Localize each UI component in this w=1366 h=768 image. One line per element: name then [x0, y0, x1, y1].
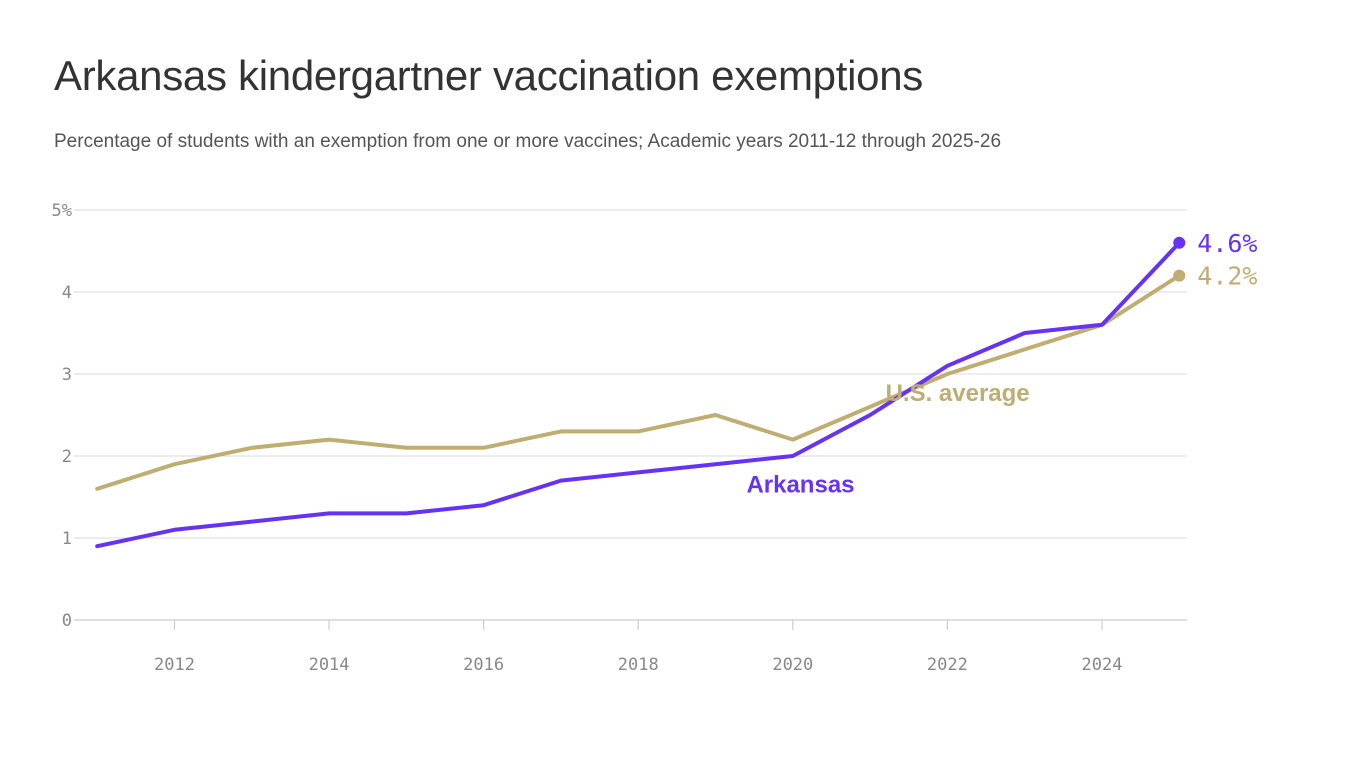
end-value-label-arkansas: 4.6% [1197, 229, 1257, 258]
series-end-point-u-s-average [1173, 269, 1186, 282]
x-tick-label: 2024 [1082, 655, 1123, 675]
x-tick-label: 2016 [463, 655, 504, 675]
y-tick-label: 0 [62, 611, 72, 631]
series-name-label-arkansas: Arkansas [746, 472, 854, 499]
y-tick-label: 5% [52, 201, 72, 221]
chart-subtitle: Percentage of students with an exemption… [54, 131, 1002, 152]
series-labels: 4.2% 4.6% U.S. average Arkansas [746, 229, 1257, 499]
end-value-label-u-s-average: 4.2% [1197, 262, 1257, 291]
series-lines [95, 236, 1186, 549]
x-tick-label: 2014 [309, 655, 350, 675]
y-tick-label: 2 [62, 447, 72, 467]
x-axis-ticks: 2012 2014 2016 2018 2020 2022 2024 [154, 620, 1122, 675]
series-name-label-us-average: U.S. average [886, 380, 1030, 407]
y-tick-label: 4 [62, 283, 72, 303]
y-tick-label: 1 [62, 529, 72, 549]
chart-title: Arkansas kindergartner vaccination exemp… [54, 52, 923, 99]
x-tick-label: 2018 [618, 655, 659, 675]
y-tick-label: 3 [62, 365, 72, 385]
series-line-arkansas [95, 240, 1182, 549]
series-end-point-arkansas [1173, 236, 1186, 249]
gridlines [74, 209, 1187, 621]
x-tick-label: 2020 [772, 655, 813, 675]
y-axis-ticks: 0 1 2 3 4 5% [52, 201, 72, 631]
x-tick-label: 2022 [927, 655, 968, 675]
x-tick-label: 2012 [154, 655, 195, 675]
series-line-u-s-average [95, 273, 1182, 491]
